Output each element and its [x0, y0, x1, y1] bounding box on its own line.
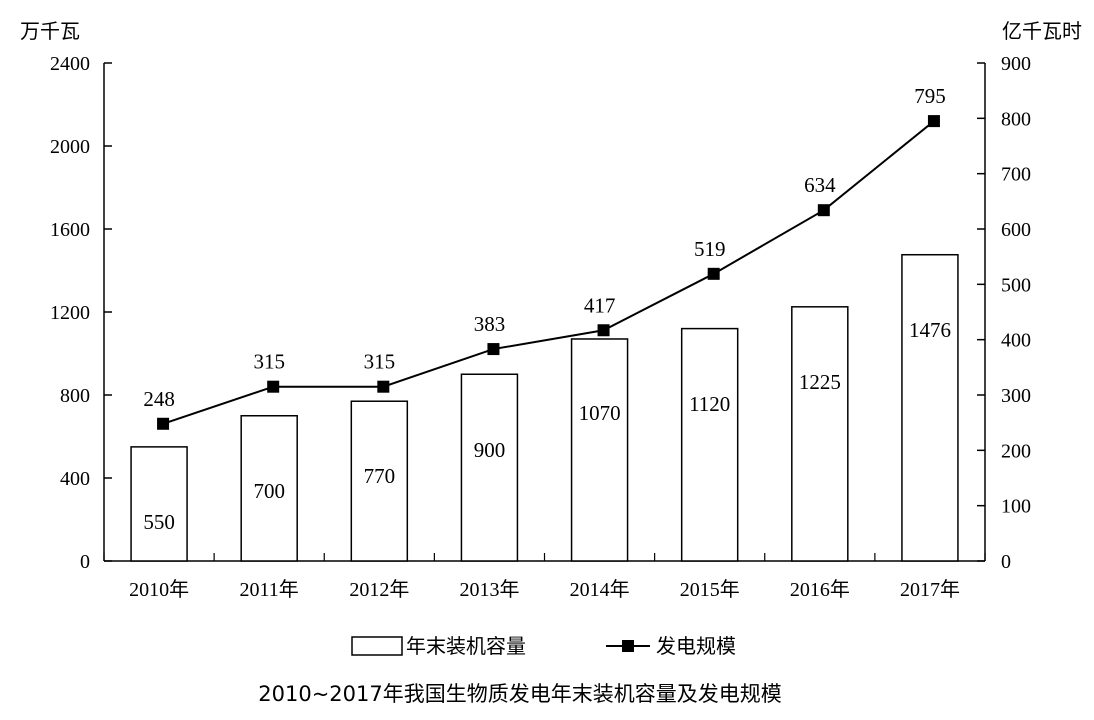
legend-line-label: 发电规模: [656, 634, 736, 658]
y-right-tick-label: 700: [1001, 164, 1031, 186]
legend-line-marker: [622, 640, 634, 652]
line-value-label: 248: [143, 387, 175, 411]
bar-value-label: 900: [474, 438, 506, 462]
chart-title: 2010~2017年我国生物质发电年末装机容量及发电规模: [258, 682, 781, 706]
x-tick-label: 2012年: [349, 578, 409, 601]
line-value-label: 634: [804, 173, 836, 197]
line-value-label: 315: [364, 350, 396, 374]
line-value-label: 315: [253, 350, 285, 374]
line-value-label: 417: [584, 293, 616, 317]
y-left-axis-unit: 万千瓦: [20, 19, 80, 43]
line-marker: [707, 267, 720, 280]
x-tick-label: 2015年: [680, 578, 740, 601]
y-right-tick-label: 0: [1001, 551, 1011, 573]
y-left-tick-label: 2400: [50, 53, 90, 75]
bar-value-label: 1070: [579, 401, 621, 425]
legend-bar-label: 年末装机容量: [406, 634, 526, 658]
y-right-tick-label: 200: [1001, 440, 1031, 462]
line-value-label: 795: [914, 84, 946, 108]
bar-value-label: 770: [364, 464, 396, 488]
bar: [901, 253, 959, 562]
bar-value-label: 700: [253, 479, 285, 503]
line-marker: [267, 380, 280, 393]
line-marker: [157, 417, 170, 430]
y-left-tick-label: 1200: [50, 302, 90, 324]
bar: [680, 327, 739, 562]
y-right-axis-unit: 亿千瓦时: [1002, 19, 1082, 43]
bar: [130, 446, 188, 562]
x-tick-label: 2016年: [790, 578, 850, 601]
bar-value-label: 1476: [909, 318, 951, 342]
x-tick-label: 2014年: [570, 578, 630, 601]
bar: [240, 415, 298, 562]
bar: [350, 400, 409, 562]
bar-value-label: 1120: [689, 392, 730, 416]
axes-group: 0 400 800 1200 1600 2000 2400 0 100 200 300 400 500 6…: [50, 53, 1031, 601]
bars-group: [130, 253, 959, 562]
y-right-tick-label: 500: [1001, 274, 1031, 296]
y-left-tick-label: 2000: [50, 136, 90, 158]
line-marker: [487, 343, 500, 356]
bar: [460, 373, 519, 562]
bar: [570, 338, 629, 562]
y-left-tick-label: 400: [60, 468, 90, 490]
bar-value-label: 550: [143, 510, 175, 534]
line-series-group: [157, 115, 940, 430]
x-tick-label: 2011年: [240, 578, 299, 601]
line-marker: [377, 380, 390, 393]
line-marker: [927, 115, 940, 128]
y-left-tick-label: 0: [80, 551, 90, 573]
y-right-tick-label: 400: [1001, 330, 1031, 352]
x-tick-label: 2013年: [459, 578, 519, 601]
bar: [791, 306, 849, 562]
y-right-tick-label: 600: [1001, 219, 1031, 241]
legend: 年末装机容量 发电规模: [351, 634, 736, 658]
y-right-tick-label: 300: [1001, 385, 1031, 407]
y-left-tick-label: 1600: [50, 219, 90, 241]
line-value-label: 383: [474, 312, 506, 336]
y-right-tick-label: 900: [1001, 53, 1031, 75]
line-value-label: 519: [694, 237, 726, 261]
x-tick-label: 2010年: [129, 578, 189, 601]
y-left-tick-label: 800: [60, 385, 90, 407]
line-marker: [817, 204, 830, 217]
data-labels-group: 550 700 770 900 1070 1120 1225 1476 248 315 315 383…: [143, 84, 951, 534]
y-right-tick-label: 800: [1001, 108, 1031, 130]
bar-value-label: 1225: [799, 370, 841, 394]
y-right-tick-label: 100: [1001, 496, 1031, 518]
legend-bar-swatch: [351, 636, 403, 656]
line-marker: [597, 324, 610, 337]
x-tick-label: 2017年: [900, 578, 960, 601]
line-series-path: [162, 120, 935, 425]
